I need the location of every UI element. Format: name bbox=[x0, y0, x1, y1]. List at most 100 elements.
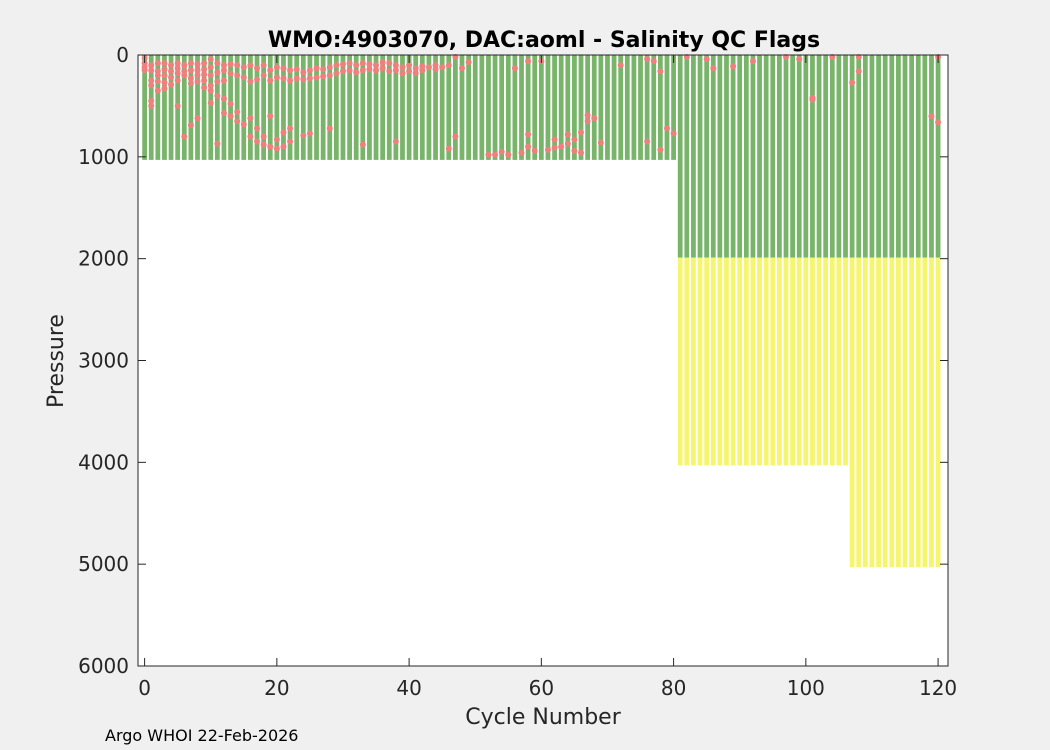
flag-bad-point bbox=[445, 145, 452, 152]
flag-bad-point bbox=[280, 143, 287, 150]
flag-good-column bbox=[248, 55, 253, 160]
flag-good-column bbox=[704, 55, 710, 258]
flag-good-column bbox=[393, 55, 399, 160]
flag-good-column bbox=[684, 55, 690, 258]
flag-bad-point bbox=[154, 60, 161, 67]
flag-good-column bbox=[406, 55, 412, 160]
flag-good-column bbox=[201, 55, 207, 160]
flag-bad-point bbox=[220, 67, 227, 74]
flag-bad-point bbox=[710, 65, 717, 72]
flag-good-column bbox=[829, 55, 835, 258]
flag-good-column bbox=[446, 55, 452, 160]
flag-bad-point bbox=[148, 62, 155, 69]
flag-bad-point bbox=[161, 66, 168, 73]
flag-bad-point bbox=[306, 67, 313, 74]
flag-bad-point bbox=[194, 78, 201, 85]
flag-probably-good-column bbox=[704, 257, 710, 466]
flag-bad-point bbox=[386, 68, 393, 75]
flag-probably-good-column bbox=[929, 257, 934, 568]
flag-good-column bbox=[486, 55, 491, 160]
y-tick-label: 2000 bbox=[78, 247, 129, 271]
flag-good-column bbox=[803, 55, 809, 258]
flag-bad-point bbox=[293, 75, 300, 82]
flag-good-column bbox=[849, 55, 855, 258]
flag-bad-point bbox=[280, 75, 287, 82]
flag-bad-point bbox=[558, 143, 565, 150]
flag-bad-point bbox=[287, 125, 294, 132]
flag-good-column bbox=[611, 55, 617, 160]
flag-bad-point bbox=[181, 72, 188, 79]
flag-bad-point bbox=[141, 67, 148, 74]
flag-good-column bbox=[413, 55, 419, 160]
flag-good-column bbox=[360, 55, 366, 160]
flag-bad-point bbox=[392, 138, 399, 145]
flag-probably-good-column bbox=[869, 257, 875, 568]
flag-good-column bbox=[234, 55, 240, 160]
flag-bad-point bbox=[148, 82, 155, 89]
flag-good-column bbox=[499, 55, 505, 160]
flag-good-column bbox=[419, 55, 425, 160]
y-tick-label: 4000 bbox=[78, 450, 129, 474]
flag-bad-point bbox=[194, 115, 201, 122]
flag-good-column bbox=[929, 55, 934, 258]
flag-bad-point bbox=[320, 73, 327, 80]
x-tick-label: 120 bbox=[919, 676, 957, 700]
flag-bad-point bbox=[498, 148, 505, 155]
flag-good-column bbox=[400, 55, 405, 160]
flag-bad-point bbox=[796, 56, 803, 63]
flag-good-column bbox=[426, 55, 432, 160]
flag-bad-point bbox=[240, 121, 247, 128]
flag-bad-point bbox=[406, 62, 413, 69]
flag-good-column bbox=[882, 55, 888, 258]
flag-probably-good-column bbox=[710, 257, 716, 466]
flag-good-column bbox=[168, 55, 174, 160]
flag-bad-point bbox=[168, 74, 175, 81]
flag-bad-point bbox=[273, 136, 280, 143]
flag-bad-point bbox=[584, 118, 591, 125]
flag-good-column bbox=[624, 55, 630, 160]
flag-good-column bbox=[691, 55, 696, 258]
y-tick-label: 3000 bbox=[78, 349, 129, 373]
flag-bad-point bbox=[366, 66, 373, 73]
flag-bad-point bbox=[459, 65, 465, 72]
flag-bad-point bbox=[359, 67, 366, 74]
flag-bad-point bbox=[161, 60, 168, 67]
x-tick-label: 0 bbox=[138, 676, 151, 700]
flag-bad-point bbox=[492, 151, 499, 158]
flag-bad-point bbox=[207, 56, 214, 63]
flag-probably-good-column bbox=[829, 257, 835, 466]
flag-bad-point bbox=[359, 141, 366, 148]
flag-good-column bbox=[763, 55, 769, 258]
flag-bad-point bbox=[749, 58, 756, 65]
flag-bad-point bbox=[214, 69, 221, 76]
flag-good-column bbox=[796, 55, 802, 258]
flag-good-column bbox=[386, 55, 392, 160]
flag-bad-point bbox=[333, 70, 340, 77]
x-tick-label: 100 bbox=[787, 676, 825, 700]
flag-bad-point bbox=[333, 62, 340, 69]
flag-bad-point bbox=[273, 74, 280, 81]
flag-bad-point bbox=[392, 62, 399, 69]
flag-bad-point bbox=[260, 133, 267, 140]
flag-bad-point bbox=[201, 71, 208, 78]
flag-good-column bbox=[492, 55, 498, 160]
flag-good-column bbox=[790, 55, 795, 258]
flag-good-column bbox=[578, 55, 584, 160]
flag-probably-good-column bbox=[909, 257, 915, 568]
flag-good-column bbox=[208, 55, 214, 160]
flag-good-column bbox=[915, 55, 921, 258]
flag-bad-point bbox=[373, 67, 380, 74]
flag-bad-point bbox=[201, 60, 208, 67]
flag-bad-point bbox=[148, 77, 155, 84]
flag-good-column bbox=[162, 55, 167, 160]
flag-bad-point bbox=[392, 67, 399, 74]
x-tick-label: 60 bbox=[529, 676, 554, 700]
flag-good-column bbox=[281, 55, 286, 160]
flag-good-column bbox=[730, 55, 736, 258]
flag-good-column bbox=[314, 55, 319, 160]
flag-bad-point bbox=[181, 62, 188, 69]
flag-bad-point bbox=[161, 85, 168, 92]
flag-good-column bbox=[644, 55, 650, 160]
y-tick-label: 1000 bbox=[78, 145, 129, 169]
flag-good-column bbox=[479, 55, 485, 160]
